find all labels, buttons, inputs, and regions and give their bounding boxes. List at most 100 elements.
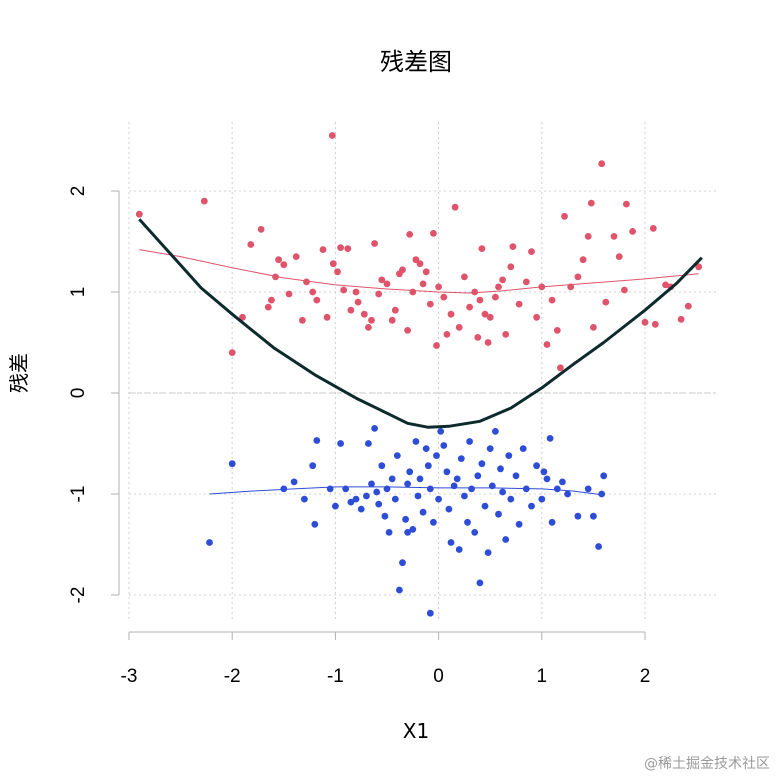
residual-point-positive [433,342,440,349]
residual-point-positive [388,316,396,324]
residual-point-positive [557,364,564,372]
residual-point-positive [598,160,606,168]
residual-point-negative [371,425,378,432]
residual-point-negative [595,543,602,550]
residual-point-positive [352,288,360,296]
residual-point-negative [311,520,319,528]
residual-point-negative [433,452,440,459]
residual-point-positive [471,288,479,296]
grid [128,122,716,622]
residual-point-positive [344,245,352,253]
residual-point-positive [587,199,595,207]
watermark: @稀土掘金技术社区 [644,756,770,772]
residual-point-positive [371,240,378,247]
residual-point-positive [340,286,348,294]
y-tick-label: 0 [68,388,89,399]
residual-point-negative [375,500,383,508]
residual-point-negative [332,502,339,510]
residual-point-positive [509,243,517,251]
residual-point-positive [561,212,568,220]
residual-point-negative [455,546,463,553]
residual-point-positive [651,320,659,328]
y-tick-label: 1 [68,287,89,298]
residual-point-positive [677,315,685,323]
residual-point-negative [461,492,468,500]
residual-point-negative [396,586,403,594]
residual-point-negative [486,445,494,452]
residual-point-positive [268,296,275,304]
residual-point-negative [422,445,430,452]
residual-point-positive [610,233,618,240]
residual-point-positive [319,246,327,254]
residual-point-positive [354,298,362,306]
axes: -3 -2 -1 0 1 2 -2 -1 0 1 2 [68,186,650,687]
residual-point-positive [649,225,657,232]
residual-point-negative [600,472,608,480]
residual-point-positive [443,331,451,338]
residual-point-positive [481,310,489,318]
residual-point-negative [357,505,365,513]
residual-point-positive [548,296,556,304]
residual-point-negative [492,428,499,435]
residual-point-positive [474,334,482,341]
residual-point-negative [476,579,484,587]
residual-point-negative [590,512,597,520]
residual-point-positive [337,244,344,252]
y-axis-label: 残差 [7,353,31,393]
residual-point-positive [328,132,336,139]
residual-point-positive [623,200,630,208]
residual-point-negative [538,495,546,503]
residual-point-negative [478,460,486,468]
residual-point-positive [292,253,300,260]
residual-point-positive [383,280,391,288]
x-tick-label: 0 [433,666,444,687]
residual-point-negative [574,512,582,520]
residual-point-positive [602,298,610,306]
trend-line [138,218,703,429]
residual-point-negative [414,492,422,500]
residual-point-negative [481,502,489,510]
residual-point-positive [476,296,484,304]
residual-point-positive [272,273,279,281]
residual-point-positive [484,339,492,346]
residual-point-negative [419,508,427,516]
residual-point-positive [404,327,411,334]
residual-point-negative [388,475,396,483]
residual-point-positive [239,313,246,321]
residual-point-negative [457,455,465,462]
residual-point-positive [365,324,372,331]
residual-point-negative [404,480,411,488]
data-points [135,132,703,617]
residual-point-negative [424,462,432,470]
residual-point-negative [365,440,372,447]
residual-point-positive [522,278,530,286]
residual-point-positive [200,197,208,205]
residual-point-positive [507,263,515,271]
residual-point-negative [326,485,334,493]
residual-point-positive [461,273,468,281]
residual-point-negative [381,512,389,520]
x-tick-label: 2 [640,666,651,687]
fit-line-positive [139,249,699,294]
residual-point-positive [257,226,265,233]
residual-point-negative [584,485,592,493]
residual-point-positive [451,203,459,211]
residual-point-negative [206,539,213,546]
residual-point-negative [543,475,551,483]
residual-point-negative [598,490,606,498]
residual-point-positive [543,341,551,348]
residual-point-positive [478,245,486,253]
x-axis-label: X1 [403,719,429,743]
residual-point-negative [426,609,434,617]
residual-point-negative [402,515,409,523]
residual-point-positive [695,263,703,271]
residual-point-negative [228,460,236,468]
residual-point-negative [468,485,475,493]
residual-point-negative [309,462,317,470]
residual-point-negative [352,495,360,503]
x-tick-label: -3 [121,666,138,687]
residual-point-positive [416,260,424,268]
residual-point-positive [528,248,535,256]
residual-point-positive [662,281,669,289]
residual-point-positive [486,313,494,321]
